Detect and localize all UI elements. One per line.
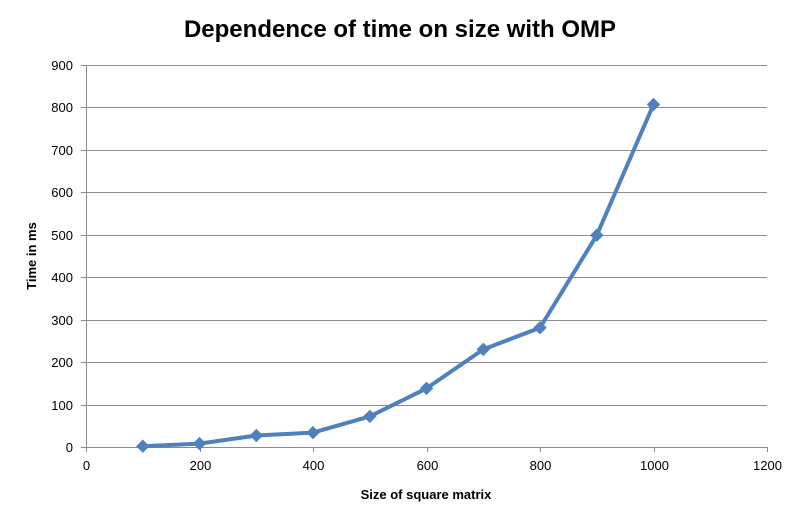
x-tick-label: 200 [190,458,212,473]
y-tick-label: 400 [51,270,73,285]
axes [81,65,768,452]
y-tick-label: 700 [51,143,73,158]
x-tick-label: 400 [303,458,325,473]
data-point-marker-900 [590,228,604,242]
y-tick-label: 300 [51,313,73,328]
y-tick-label: 0 [66,440,73,455]
y-axis-label: Time in ms [24,222,39,290]
x-tick-label: 600 [417,458,439,473]
x-tick-label: 0 [83,458,90,473]
series-layer [140,102,656,449]
data-point-marker-800 [533,320,547,335]
x-tick-label: 800 [530,458,552,473]
series-line-1 [140,102,656,449]
x-axis-tick-labels: 0 200 400 600 800 1000 1200 [83,458,782,473]
data-point-marker-1000 [646,97,661,112]
x-tick-label: 1000 [640,458,669,473]
data-point-marker-500 [363,409,377,424]
y-tick-label: 600 [51,185,73,200]
data-point-marker-200 [192,436,207,451]
data-point-marker-600 [419,381,434,396]
y-tick-label: 200 [51,355,73,370]
data-point-marker-100 [136,439,150,453]
y-tick-label: 100 [51,398,73,413]
x-axis-label: Size of square matrix [361,487,493,502]
y-tick-label: 800 [51,100,73,115]
data-point-markers [136,97,661,453]
data-point-marker-300 [249,428,264,443]
data-point-marker-400 [306,425,320,440]
gridlines [86,65,767,406]
y-tick-label: 900 [51,58,73,73]
y-axis-tick-labels: 0 100 200 300 400 500 600 700 800 900 [51,58,73,455]
chart-title: Dependence of time on size with OMP [184,16,616,43]
y-tick-label: 500 [51,228,73,243]
x-tick-label: 1200 [753,458,782,473]
data-point-marker-700 [476,342,491,357]
